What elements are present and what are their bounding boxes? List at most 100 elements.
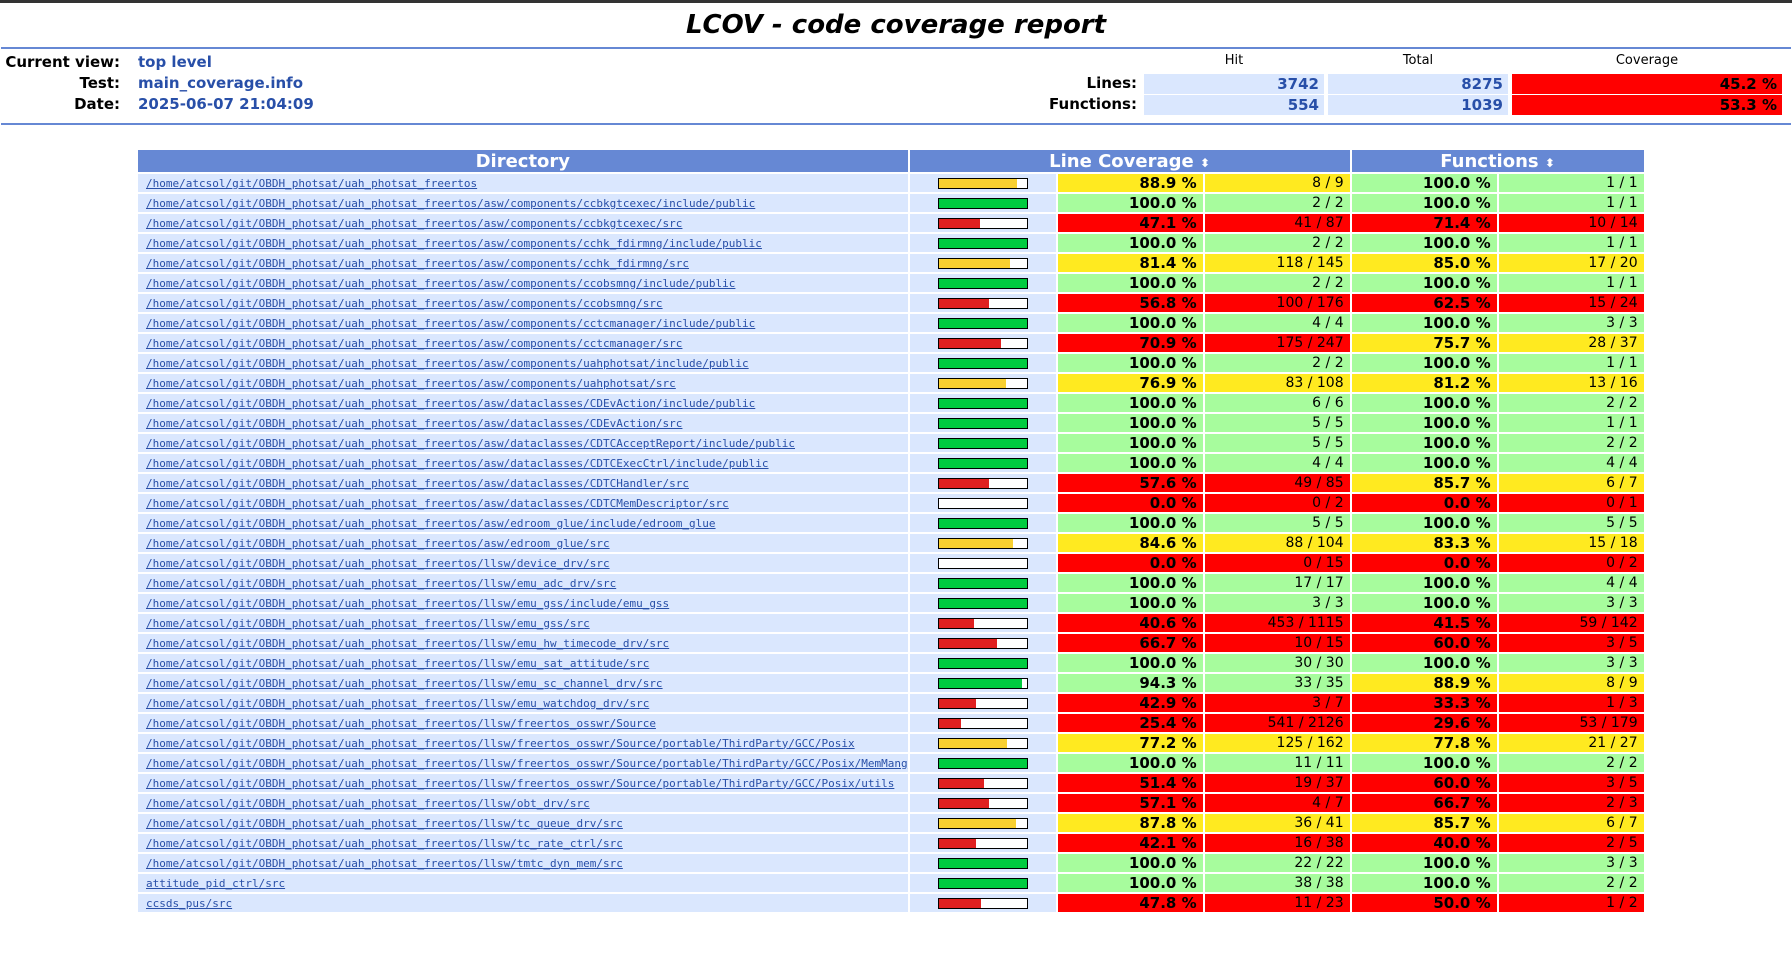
sort-icon[interactable]: ⬍ [1544, 155, 1555, 170]
coverage-bar [937, 317, 1028, 329]
directory-link[interactable]: /home/atcsol/git/OBDH_photsat/uah_photsa… [146, 776, 895, 790]
directory-link[interactable]: /home/atcsol/git/OBDH_photsat/uah_photsa… [146, 416, 683, 430]
coverage-bar-fill [938, 318, 1027, 328]
directory-cell: /home/atcsol/git/OBDH_photsat/uah_photsa… [138, 834, 908, 852]
directory-cell: /home/atcsol/git/OBDH_photsat/uah_photsa… [138, 714, 908, 732]
table-row: /home/atcsol/git/OBDH_photsat/uah_photsa… [138, 314, 1644, 332]
directory-link[interactable]: /home/atcsol/git/OBDH_photsat/uah_photsa… [146, 216, 683, 230]
functions-column-header[interactable]: Functions ⬍ [1351, 150, 1644, 172]
directory-link[interactable]: /home/atcsol/git/OBDH_photsat/uah_photsa… [146, 456, 769, 470]
directory-link[interactable]: /home/atcsol/git/OBDH_photsat/uah_photsa… [146, 816, 623, 830]
directory-cell: /home/atcsol/git/OBDH_photsat/uah_photsa… [138, 814, 908, 832]
directory-link[interactable]: /home/atcsol/git/OBDH_photsat/uah_photsa… [146, 656, 650, 670]
function-coverage-count: 4 / 4 [1498, 454, 1644, 472]
function-coverage-percent: 100.0 % [1351, 274, 1497, 292]
line-coverage-percent: 76.9 % [1057, 374, 1203, 392]
directory-link[interactable]: /home/atcsol/git/OBDH_photsat/uah_photsa… [146, 256, 690, 270]
directory-link[interactable]: /home/atcsol/git/OBDH_photsat/uah_photsa… [146, 636, 670, 650]
directory-link[interactable]: /home/atcsol/git/OBDH_photsat/uah_photsa… [146, 756, 908, 770]
coverage-bar-cell [909, 834, 1056, 852]
coverage-bar-cell [909, 374, 1056, 392]
directory-link[interactable]: /home/atcsol/git/OBDH_photsat/uah_photsa… [146, 736, 855, 750]
line-coverage-percent: 100.0 % [1057, 754, 1203, 772]
directory-link[interactable]: /home/atcsol/git/OBDH_photsat/uah_photsa… [146, 496, 729, 510]
function-coverage-count: 6 / 7 [1498, 814, 1644, 832]
table-row: /home/atcsol/git/OBDH_photsat/uah_photsa… [138, 574, 1644, 592]
coverage-bar [937, 397, 1028, 409]
directory-link[interactable]: /home/atcsol/git/OBDH_photsat/uah_photsa… [146, 796, 590, 810]
test-label: Test: [79, 74, 120, 92]
coverage-bar-fill [938, 878, 1027, 888]
line-coverage-percent: 56.8 % [1057, 294, 1203, 312]
coverage-bar-cell [909, 394, 1056, 412]
line-coverage-percent: 100.0 % [1057, 414, 1203, 432]
directory-link[interactable]: /home/atcsol/git/OBDH_photsat/uah_photsa… [146, 616, 590, 630]
coverage-bar [937, 197, 1028, 209]
directory-link[interactable]: /home/atcsol/git/OBDH_photsat/uah_photsa… [146, 576, 617, 590]
coverage-bar-cell [909, 334, 1056, 352]
function-coverage-percent: 100.0 % [1351, 434, 1497, 452]
directory-link[interactable]: /home/atcsol/git/OBDH_photsat/uah_photsa… [146, 436, 796, 450]
directory-link[interactable]: /home/atcsol/git/OBDH_photsat/uah_photsa… [146, 236, 762, 250]
directory-link[interactable]: /home/atcsol/git/OBDH_photsat/uah_photsa… [146, 536, 610, 550]
directory-cell: /home/atcsol/git/OBDH_photsat/uah_photsa… [138, 614, 908, 632]
directory-link[interactable]: /home/atcsol/git/OBDH_photsat/uah_photsa… [146, 836, 623, 850]
directory-link[interactable]: /home/atcsol/git/OBDH_photsat/uah_photsa… [146, 296, 663, 310]
directory-link[interactable]: attitude_pid_ctrl/src [146, 876, 286, 890]
line-coverage-count: 125 / 162 [1204, 734, 1350, 752]
coverage-bar-cell [909, 634, 1056, 652]
directory-link[interactable]: /home/atcsol/git/OBDH_photsat/uah_photsa… [146, 556, 610, 570]
function-coverage-percent: 100.0 % [1351, 514, 1497, 532]
directory-link[interactable]: /home/atcsol/git/OBDH_photsat/uah_photsa… [146, 596, 670, 610]
directory-link[interactable]: /home/atcsol/git/OBDH_photsat/uah_photsa… [146, 276, 736, 290]
directory-link[interactable]: /home/atcsol/git/OBDH_photsat/uah_photsa… [146, 336, 683, 350]
directory-cell: /home/atcsol/git/OBDH_photsat/uah_photsa… [138, 454, 908, 472]
function-coverage-count: 3 / 3 [1498, 854, 1644, 872]
directory-link[interactable]: /home/atcsol/git/OBDH_photsat/uah_photsa… [146, 716, 656, 730]
coverage-bar-cell [909, 474, 1056, 492]
coverage-bar-cell [909, 614, 1056, 632]
line-coverage-count: 38 / 38 [1204, 874, 1350, 892]
function-coverage-count: 3 / 3 [1498, 654, 1644, 672]
function-coverage-count: 2 / 3 [1498, 794, 1644, 812]
coverage-bar [937, 637, 1028, 649]
directory-cell: /home/atcsol/git/OBDH_photsat/uah_photsa… [138, 294, 908, 312]
directory-link[interactable]: /home/atcsol/git/OBDH_photsat/uah_photsa… [146, 376, 676, 390]
directory-link[interactable]: /home/atcsol/git/OBDH_photsat/uah_photsa… [146, 316, 756, 330]
function-coverage-percent: 0.0 % [1351, 494, 1497, 512]
table-row: /home/atcsol/git/OBDH_photsat/uah_photsa… [138, 594, 1644, 612]
directory-link[interactable]: /home/atcsol/git/OBDH_photsat/uah_photsa… [146, 176, 478, 190]
line-coverage-column-header[interactable]: Line Coverage ⬍ [909, 150, 1350, 172]
line-coverage-percent: 42.1 % [1057, 834, 1203, 852]
directory-link[interactable]: /home/atcsol/git/OBDH_photsat/uah_photsa… [146, 696, 650, 710]
directory-link[interactable]: ccsds_pus/src [146, 896, 233, 910]
directory-column-header: Directory [138, 150, 908, 172]
directory-link[interactable]: /home/atcsol/git/OBDH_photsat/uah_photsa… [146, 856, 623, 870]
coverage-bar [937, 457, 1028, 469]
directory-link[interactable]: /home/atcsol/git/OBDH_photsat/uah_photsa… [146, 396, 756, 410]
line-coverage-percent: 100.0 % [1057, 654, 1203, 672]
function-coverage-percent: 62.5 % [1351, 294, 1497, 312]
coverage-bar-cell [909, 814, 1056, 832]
functions-coverage: 53.3 % [1512, 95, 1782, 115]
lines-label: Lines: [1086, 74, 1137, 92]
function-coverage-percent: 29.6 % [1351, 714, 1497, 732]
summary-header: Current view: top level Test: main_cover… [0, 49, 1792, 123]
coverage-bar-cell [909, 754, 1056, 772]
sort-icon[interactable]: ⬍ [1200, 155, 1211, 170]
function-coverage-count: 2 / 2 [1498, 394, 1644, 412]
line-coverage-percent: 100.0 % [1057, 354, 1203, 372]
line-coverage-percent: 81.4 % [1057, 254, 1203, 272]
line-coverage-count: 6 / 6 [1204, 394, 1350, 412]
table-row: /home/atcsol/git/OBDH_photsat/uah_photsa… [138, 374, 1644, 392]
line-coverage-count: 8 / 9 [1204, 174, 1350, 192]
current-view-link[interactable]: top level [138, 53, 212, 71]
line-coverage-percent: 100.0 % [1057, 394, 1203, 412]
directory-cell: /home/atcsol/git/OBDH_photsat/uah_photsa… [138, 314, 908, 332]
directory-link[interactable]: /home/atcsol/git/OBDH_photsat/uah_photsa… [146, 356, 749, 370]
directory-link[interactable]: /home/atcsol/git/OBDH_photsat/uah_photsa… [146, 196, 756, 210]
directory-link[interactable]: /home/atcsol/git/OBDH_photsat/uah_photsa… [146, 476, 690, 490]
line-coverage-count: 0 / 2 [1204, 494, 1350, 512]
directory-link[interactable]: /home/atcsol/git/OBDH_photsat/uah_photsa… [146, 516, 716, 530]
directory-link[interactable]: /home/atcsol/git/OBDH_photsat/uah_photsa… [146, 676, 663, 690]
